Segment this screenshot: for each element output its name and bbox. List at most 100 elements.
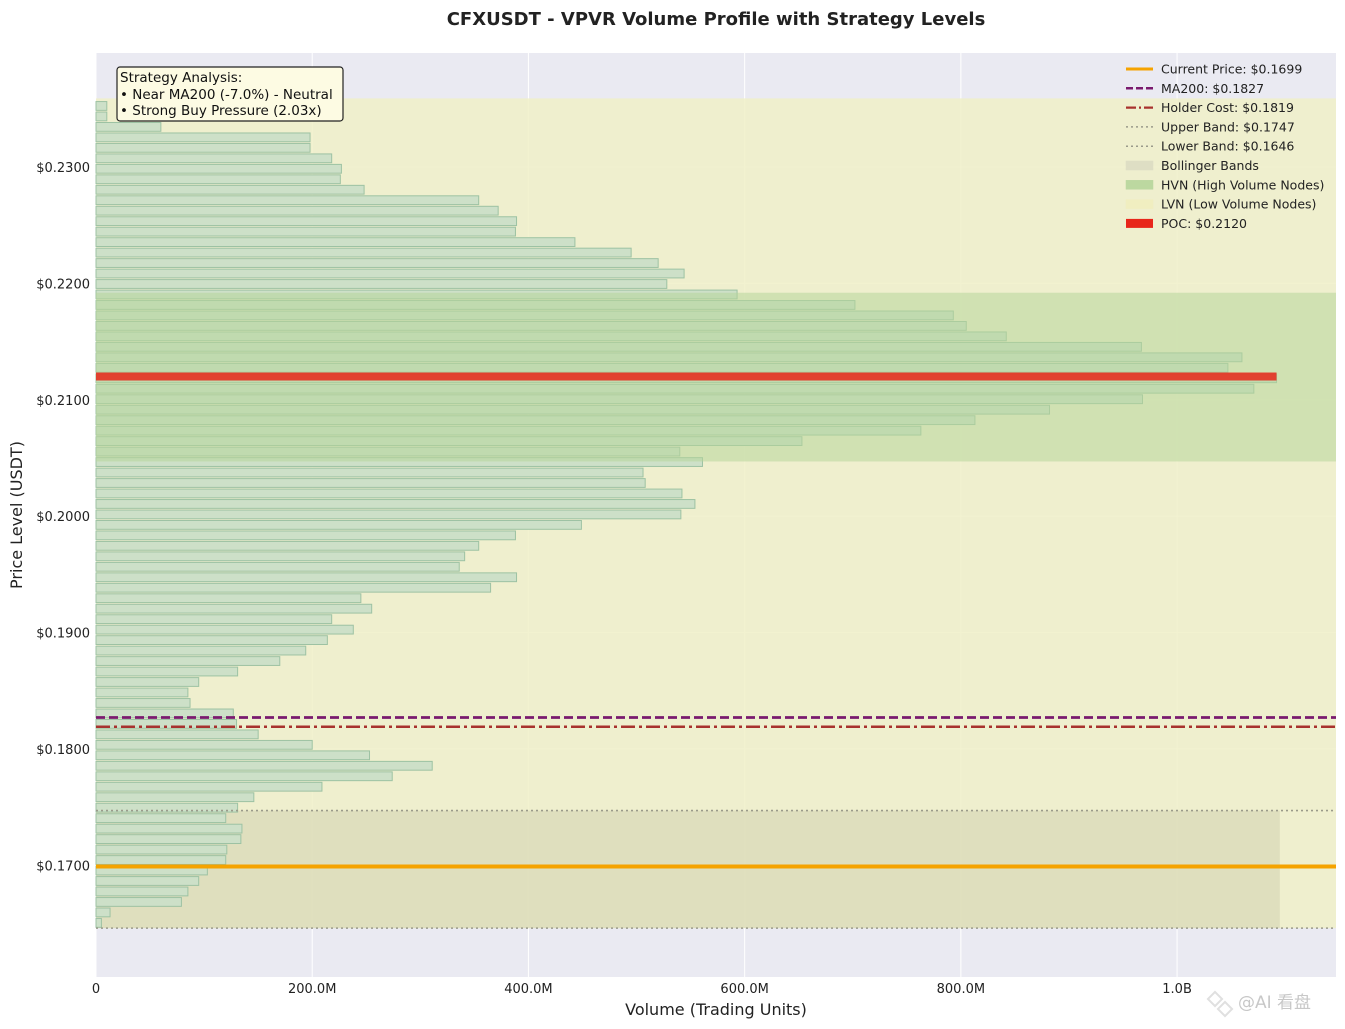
- annotation-line: • Strong Buy Pressure (2.03x): [120, 103, 322, 119]
- volume-bar: [95, 802, 239, 813]
- volume-bar: [95, 121, 162, 132]
- x-tick-label: 600.0M: [720, 982, 768, 997]
- x-tick-label: 200.0M: [288, 982, 336, 997]
- legend-entry: Lower Band: $0.1646: [1126, 139, 1294, 154]
- volume-bar: [95, 656, 281, 666]
- volume-bar: [95, 645, 307, 656]
- y-tick-label: $0.2300: [36, 161, 90, 176]
- volume-bar: [95, 247, 632, 258]
- plot-area: 0 200.0M 400.0M 600.0M 800.0M 1.0B $0.1700 $0.1…: [36, 53, 1336, 997]
- volume-bar: [95, 635, 328, 645]
- legend-label: MA200: $0.1827: [1161, 81, 1264, 96]
- volume-bar: [95, 111, 108, 122]
- volume-bar: [95, 907, 111, 918]
- volume-bar: [95, 509, 682, 520]
- legend-entry: Current Price: $0.1699: [1126, 62, 1302, 77]
- volume-bar: [95, 666, 239, 677]
- volume-bar: [95, 739, 313, 750]
- watermark: @AI 看盘: [1206, 990, 1311, 1018]
- volume-bar: [95, 258, 659, 268]
- volume-bar: [95, 519, 582, 530]
- volume-bar: [95, 834, 242, 844]
- volume-bar: [95, 163, 342, 174]
- volume-bar: [95, 687, 189, 698]
- volume-bar: [95, 216, 518, 227]
- volume-bar: [95, 132, 311, 143]
- x-tick-label: 800.0M: [937, 982, 985, 997]
- legend-swatch-patch: [1125, 180, 1154, 190]
- legend-label: Holder Cost: $0.1819: [1161, 100, 1294, 115]
- legend-label: Current Price: $0.1699: [1161, 62, 1302, 77]
- legend-swatch-patch: [1125, 160, 1154, 171]
- legend-label: HVN (High Volume Nodes): [1161, 177, 1324, 192]
- volume-bar: [95, 101, 108, 111]
- volume-bar: [95, 844, 228, 855]
- legend: Current Price: $0.1699 MA200: $0.1827 Hold…: [1125, 62, 1324, 231]
- legend-entry: Holder Cost: $0.1819: [1126, 100, 1294, 115]
- volume-bar: [95, 184, 365, 195]
- legend-swatch-poc: [1126, 218, 1153, 228]
- legend-swatch-patch: [1125, 199, 1154, 209]
- poc-bar: [96, 372, 1277, 381]
- y-tick-label: $0.2200: [36, 277, 90, 292]
- bollinger-band-zone: [96, 810, 1280, 929]
- volume-bar: [95, 750, 371, 761]
- volume-bar: [95, 792, 255, 803]
- x-tick-label: 1.0B: [1162, 982, 1192, 997]
- volume-bar: [95, 603, 373, 614]
- volume-bar: [95, 855, 227, 865]
- legend-entry: Upper Band: $0.1747: [1126, 119, 1295, 134]
- volume-bar: [95, 530, 516, 541]
- legend-label: LVN (Low Volume Nodes): [1161, 197, 1316, 212]
- volume-bar: [95, 781, 323, 792]
- x-axis-label: Volume (Trading Units): [625, 1000, 807, 1019]
- annotation-box: [116, 66, 344, 122]
- y-axis-label: Price Level (USDT): [7, 441, 26, 589]
- x-tick-label: 400.0M: [504, 982, 552, 997]
- y-tick-label: $0.1900: [36, 627, 90, 642]
- legend-entry: POC: $0.2120: [1126, 216, 1247, 231]
- chart-title: CFXUSDT - VPVR Volume Profile with Strat…: [447, 9, 986, 30]
- volume-bar: [95, 771, 393, 782]
- volume-bar: [95, 614, 333, 625]
- annotation-line: Strategy Analysis:: [120, 70, 242, 86]
- volume-bar: [95, 195, 480, 206]
- volume-bar: [95, 876, 200, 886]
- legend-label: Upper Band: $0.1747: [1161, 119, 1295, 134]
- legend-label: Lower Band: $0.1646: [1161, 139, 1294, 154]
- legend-label: Bollinger Bands: [1161, 158, 1259, 173]
- volume-bar: [95, 237, 576, 248]
- y-tick-label: $0.2100: [36, 394, 90, 409]
- volume-bar: [95, 624, 354, 635]
- volume-bar: [95, 760, 433, 771]
- volume-bar: [95, 917, 102, 928]
- y-tick-label: $0.2000: [36, 510, 90, 525]
- volume-bar: [95, 153, 333, 164]
- volume-bar: [95, 467, 644, 478]
- legend-entry: Bollinger Bands: [1125, 158, 1259, 173]
- volume-bar: [95, 488, 683, 499]
- volume-bar: [95, 226, 516, 237]
- volume-bar: [95, 677, 200, 687]
- volume-bar: [95, 572, 518, 583]
- volume-bar: [95, 174, 341, 185]
- volume-bar: [95, 478, 646, 488]
- legend-label: POC: $0.2120: [1161, 216, 1247, 231]
- watermark-text: @AI 看盘: [1238, 993, 1311, 1013]
- volume-bar: [95, 205, 499, 216]
- volume-bar: [95, 499, 696, 509]
- volume-bar: [95, 268, 685, 279]
- volume-bar: [95, 279, 668, 289]
- volume-bar: [95, 540, 480, 551]
- volume-bar: [95, 698, 191, 708]
- volume-bar: [95, 886, 189, 897]
- volume-bar: [95, 582, 492, 593]
- volume-bar: [95, 561, 460, 572]
- volume-bar: [95, 593, 362, 604]
- legend-entry: MA200: $0.1827: [1126, 81, 1264, 96]
- diamond-logo-icon: [1206, 990, 1234, 1018]
- volume-bar: [95, 823, 243, 834]
- y-tick-label: $0.1700: [36, 859, 90, 874]
- legend-entry: LVN (Low Volume Nodes): [1125, 197, 1316, 212]
